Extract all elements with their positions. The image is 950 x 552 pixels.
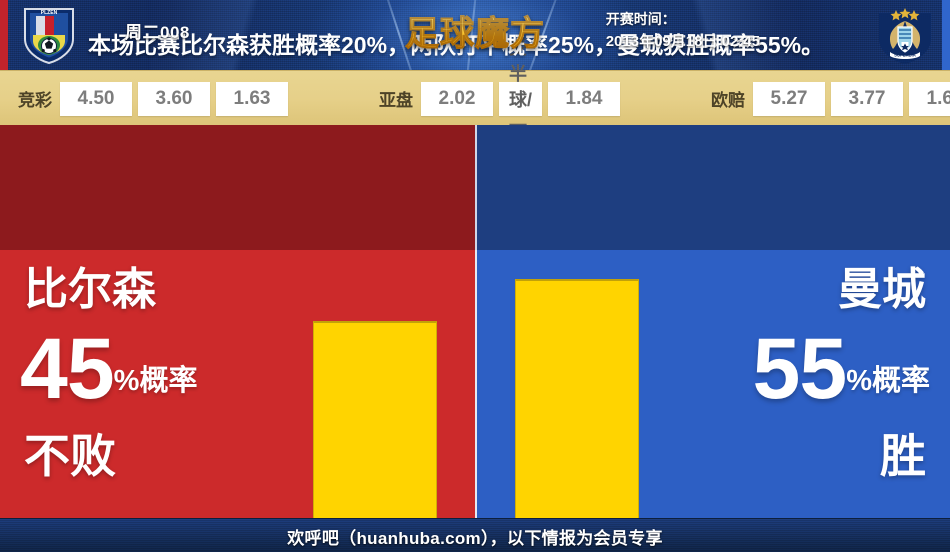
footer-text: 欢呼吧（huanhuba.com），以下情报为会员专享 — [287, 528, 663, 548]
odds-group-jingcai: 竞彩 4.50 3.60 1.63 — [18, 81, 294, 116]
away-outcome-label: 胜 — [880, 430, 926, 482]
odds-cell-away[interactable]: 1.62 — [909, 81, 950, 116]
home-outcome-label: 不败 — [24, 430, 116, 482]
kickoff-info: 开赛时间： 2013年09月18日 02:45 — [606, 8, 760, 54]
away-probability-value: 55 — [752, 321, 848, 417]
odds-cell-handicap[interactable]: 受半球/一球 — [499, 38, 543, 162]
odds-group-oupei: 欧赔 5.27 3.77 1.62 — [711, 81, 950, 116]
summary-banner-right-half — [475, 125, 950, 250]
panel-home-team: 比尔森 45 %概率 不败 — [0, 250, 475, 518]
header-right-blue-edge — [942, 0, 950, 70]
svg-text:SUPERBIA: SUPERBIA — [894, 53, 916, 58]
odds-cell-draw[interactable]: 3.60 — [138, 81, 210, 116]
probability-panels: 比尔森 45 %概率 不败 曼城 55 %概率 胜 — [0, 250, 950, 518]
chart-bar-away — [515, 279, 639, 518]
summary-banner-left-half — [0, 125, 475, 250]
odds-cell-away[interactable]: 1.84 — [548, 81, 621, 116]
away-probability-unit: %概率 — [846, 365, 930, 397]
brand-logo-text: 足球魔方 — [405, 6, 545, 62]
brand-logo[interactable]: 足球魔方 — [405, 6, 545, 62]
header-left-red-edge — [0, 0, 8, 70]
away-team-name: 曼城 — [838, 265, 926, 314]
kickoff-label: 开赛时间： — [605, 11, 676, 27]
odds-bar: 竞彩 4.50 3.60 1.63 亚盘 2.02 受半球/一球 1.84 欧赔… — [0, 38, 950, 162]
odds-cell-away[interactable]: 1.63 — [216, 81, 288, 116]
svg-text:PLZEN: PLZEN — [41, 10, 58, 16]
kickoff-time: 2013年09月18日 02:45 — [605, 33, 760, 50]
summary-banner — [0, 125, 950, 250]
odds-group-yapan: 亚盘 2.02 受半球/一球 1.84 — [379, 38, 626, 162]
home-team-badge-viktoria-plzen: PLZEN — [20, 5, 78, 65]
odds-group-title: 欧赔 — [711, 91, 746, 110]
odds-cell-home[interactable]: 4.50 — [60, 81, 132, 116]
match-round-label: 周二008 — [125, 23, 190, 42]
footer-bar: 欢呼吧（huanhuba.com），以下情报为会员专享 — [0, 518, 950, 552]
odds-cell-home[interactable]: 5.27 — [753, 81, 826, 116]
away-team-badge-manchester-city: SUPERBIA — [876, 5, 934, 65]
summary-center-divider — [475, 125, 477, 250]
panel-away-team: 曼城 55 %概率 胜 — [475, 250, 950, 518]
home-team-name: 比尔森 — [24, 265, 156, 314]
chart-bar-home — [313, 321, 437, 518]
odds-cell-home[interactable]: 2.02 — [421, 81, 493, 116]
home-probability-row: 45 %概率 — [20, 321, 198, 417]
home-probability-unit: %概率 — [113, 365, 198, 397]
away-probability-row: 55 %概率 — [752, 321, 930, 417]
odds-group-title: 竞彩 — [18, 91, 52, 110]
odds-group-title: 亚盘 — [379, 91, 413, 110]
odds-cell-draw[interactable]: 3.77 — [831, 81, 904, 116]
panels-center-divider — [475, 250, 477, 518]
home-probability-value: 45 — [20, 321, 115, 417]
